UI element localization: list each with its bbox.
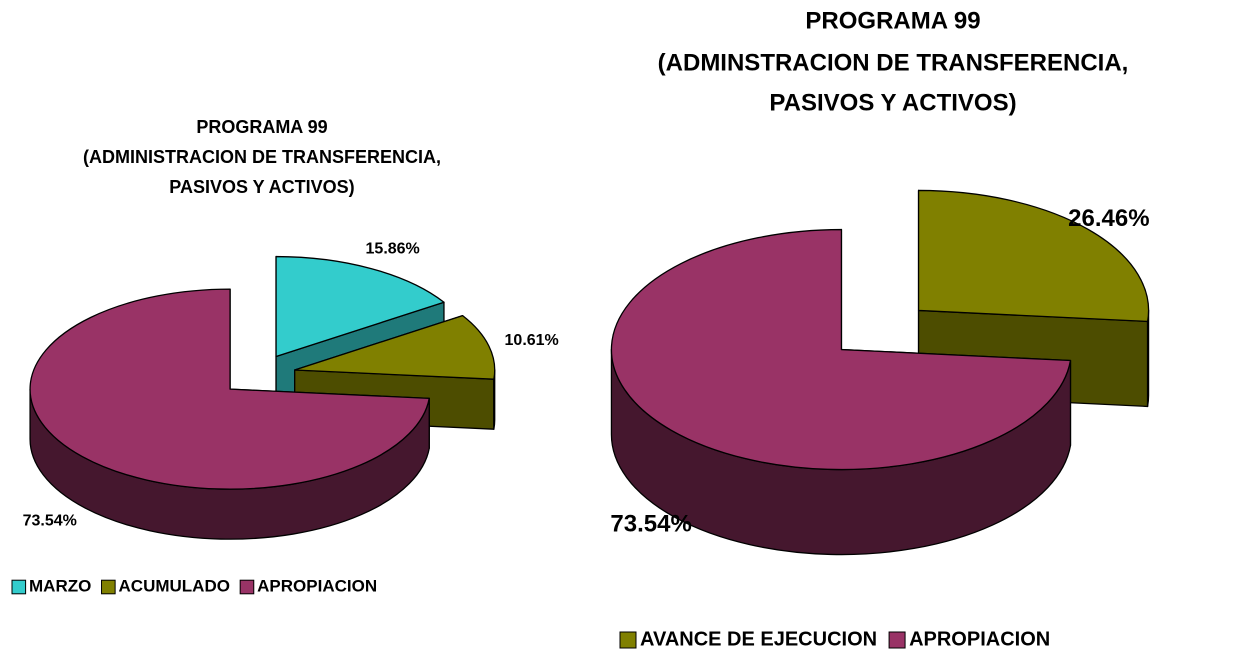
chart-title: PROGRAMA 99 bbox=[196, 117, 327, 137]
legend-label: AVANCE DE EJECUCION bbox=[640, 628, 877, 650]
slice bbox=[610, 228, 1072, 471]
legend-label: ACUMULADO bbox=[119, 576, 230, 595]
chart-title: (ADMINSTRACION DE TRANSFERENCIA, bbox=[658, 49, 1129, 76]
data-label: 26.46% bbox=[1068, 205, 1149, 232]
chart-title: PASIVOS Y ACTIVOS) bbox=[769, 89, 1016, 116]
slice bbox=[29, 288, 430, 490]
data-label: 73.54% bbox=[610, 510, 691, 537]
legend-swatch bbox=[239, 579, 255, 595]
legend-label: APROPIACION bbox=[909, 628, 1050, 650]
chart-title: PROGRAMA 99 bbox=[805, 7, 980, 34]
slice bbox=[917, 189, 1150, 323]
legend-swatch bbox=[101, 579, 116, 595]
chart-title: (ADMINISTRACION DE TRANSFERENCIA, bbox=[83, 147, 441, 167]
legend-label: APROPIACION bbox=[257, 576, 377, 595]
slice bbox=[275, 255, 445, 358]
legend-swatch bbox=[619, 631, 637, 649]
slice-side bbox=[1146, 309, 1150, 408]
slice bbox=[294, 315, 496, 380]
chart-title: PASIVOS Y ACTIVOS) bbox=[169, 177, 354, 197]
data-label: 10.61% bbox=[505, 332, 559, 349]
data-label: 73.54% bbox=[23, 513, 77, 530]
legend-swatch bbox=[11, 579, 27, 595]
legend-swatch bbox=[888, 631, 906, 649]
legend-label: MARZO bbox=[29, 576, 91, 595]
data-label: 15.86% bbox=[366, 241, 420, 258]
